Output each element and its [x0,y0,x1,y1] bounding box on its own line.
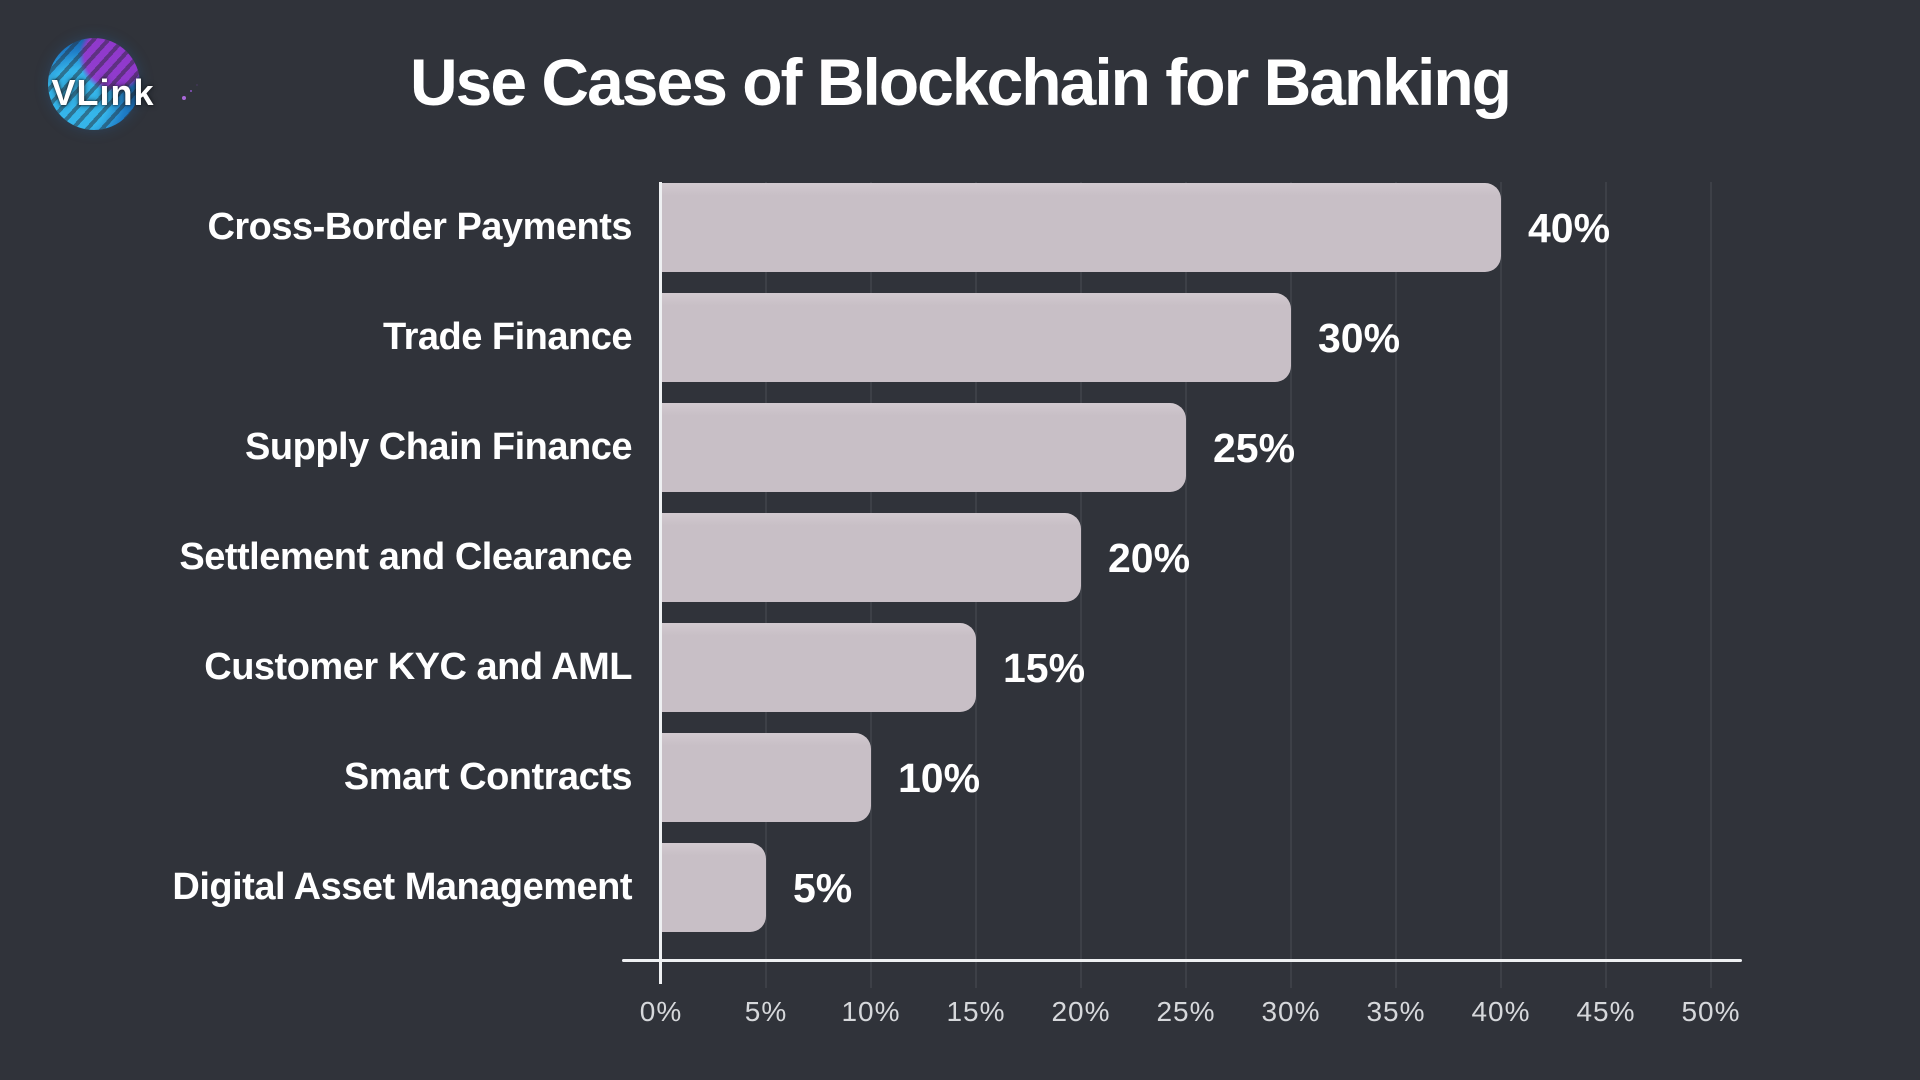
gridline-25% [1185,182,1187,988]
logo-wordmark: VLink [51,72,155,113]
bar-row [661,843,766,932]
x-tick-label: 10% [841,996,901,1027]
sparkle-icon [182,96,186,100]
category-label: Trade Finance [382,316,633,358]
x-tick-label: 50% [1681,996,1741,1027]
gridline-30% [1290,182,1292,988]
value-label: 15% [1003,645,1086,691]
category-label: Supply Chain Finance [245,426,632,468]
bar-row [661,623,976,712]
value-label: 30% [1318,315,1401,361]
bar-row [661,513,1081,602]
value-label: 10% [898,755,981,801]
category-label: Customer KYC and AML [204,646,632,688]
value-label: 25% [1213,425,1296,471]
vlink-logo: VLink [38,30,186,140]
category-label: Cross-Border Payments [207,206,632,248]
bar-row [661,403,1186,492]
x-tick-label: 25% [1156,996,1216,1027]
x-axis-line [622,959,1742,962]
y-axis-line [659,182,662,984]
x-tick-label: 20% [1051,996,1111,1027]
x-tick-label: 30% [1261,996,1321,1027]
x-tick-label: 0% [639,996,683,1027]
gridline-40% [1500,182,1502,988]
globe-icon [48,38,140,130]
x-tick-label: 45% [1576,996,1636,1027]
bar-row [661,733,871,822]
category-label: Smart Contracts [343,756,633,798]
value-label: 20% [1108,535,1191,581]
x-tick-label: 5% [744,996,788,1027]
gridline-50% [1710,182,1712,988]
gridline-20% [1080,182,1082,988]
value-label: 40% [1528,205,1611,251]
bar-row [661,183,1501,272]
value-label: 5% [793,865,853,911]
gridline-45% [1605,182,1607,988]
category-label: Digital Asset Management [172,866,632,908]
x-tick-label: 40% [1471,996,1531,1027]
bar-row [661,293,1291,382]
chart-title: Use Cases of Blockchain for Banking [410,45,1512,119]
gridline-35% [1395,182,1397,988]
x-tick-label: 15% [946,996,1006,1027]
category-label: Settlement and Clearance [179,536,632,578]
x-tick-label: 35% [1366,996,1426,1027]
